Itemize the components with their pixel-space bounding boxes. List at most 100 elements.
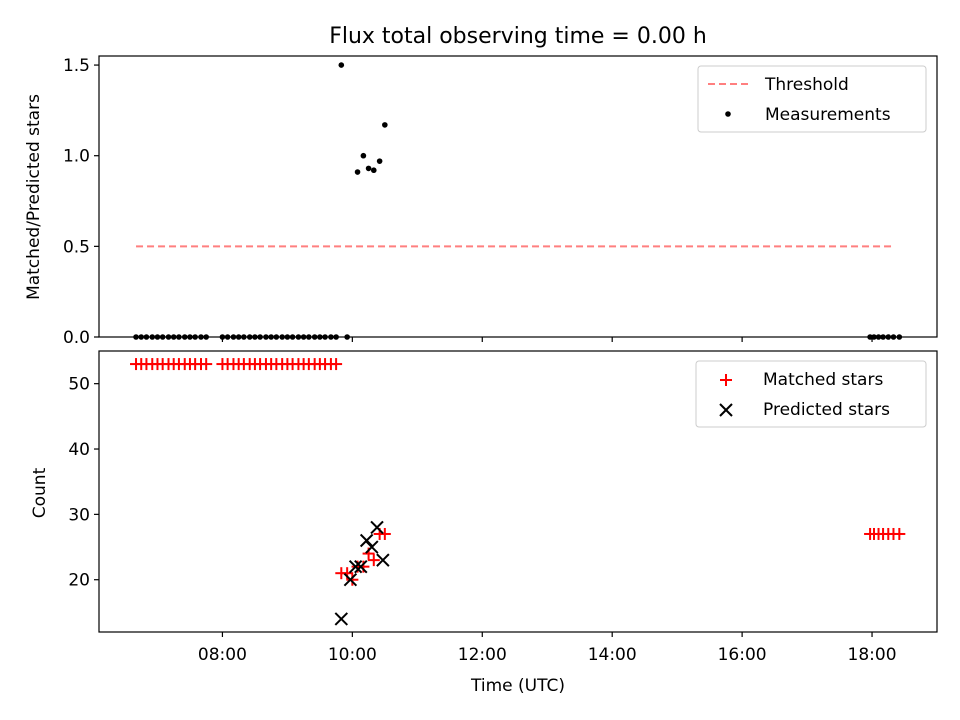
- bottom-x-tick-label: 16:00: [718, 645, 767, 665]
- measurement-point: [875, 334, 882, 340]
- measurement-point: [354, 169, 361, 175]
- matched-stars-legend-swatch: [720, 374, 732, 386]
- measurement-point: [333, 334, 339, 340]
- measurement-point: [159, 334, 166, 340]
- matched-star-point: [330, 358, 343, 371]
- matched-star-point: [346, 573, 359, 586]
- predicted-star-point: [365, 540, 379, 554]
- bottom-plot-frame: [98, 350, 938, 633]
- measurement-point: [133, 334, 139, 340]
- measurement-point: [382, 122, 388, 128]
- top-plot-frame: [98, 55, 938, 338]
- measurement-point: [890, 334, 897, 340]
- measurement-point: [252, 334, 258, 340]
- bottom-x-axis-label: Time (UTC): [470, 676, 565, 696]
- measurement-point: [300, 334, 307, 340]
- matched-star-point: [378, 527, 391, 540]
- bottom-y-axis-label: Count: [30, 467, 50, 518]
- threshold-legend-label: Threshold: [764, 75, 849, 95]
- measurement-point: [181, 334, 188, 340]
- measurement-point: [176, 334, 182, 340]
- measurement-point: [317, 334, 323, 340]
- bottom-x-tick-label: 12:00: [458, 645, 507, 665]
- count-points: [130, 358, 906, 626]
- measurement-point: [871, 334, 877, 340]
- matched-star-point: [893, 527, 906, 540]
- bottom-y-axis: 20 30 40 50: [68, 375, 99, 591]
- bottom-x-tick-label: 14:00: [588, 645, 637, 665]
- measurement-point: [224, 334, 231, 340]
- measurement-point: [365, 165, 372, 172]
- matched-stars-legend-label: Matched stars: [763, 370, 883, 390]
- bottom-x-axis: 08:00 10:00 12:00 14:00 16:00 18:00: [198, 632, 897, 665]
- measurement-point: [896, 334, 903, 340]
- predicted-star-point: [354, 559, 368, 574]
- measurement-point: [241, 334, 247, 340]
- measurement-point: [219, 334, 226, 340]
- measurement-point: [360, 152, 367, 159]
- bottom-legend: Matched stars Predicted stars: [695, 360, 927, 428]
- measurement-point: [306, 334, 312, 340]
- measurement-point: [289, 334, 296, 340]
- measurement-point: [192, 334, 198, 340]
- measurements-points: [133, 62, 903, 340]
- top-y-tick-label: 1.0: [63, 147, 90, 167]
- predicted-stars-legend-swatch: [719, 403, 733, 417]
- bottom-legend-box: [695, 360, 927, 428]
- bottom-y-tick-label: 40: [68, 440, 90, 460]
- measurement-point: [880, 334, 886, 340]
- measurement-point: [279, 334, 285, 340]
- top-subplot: 0.0 0.5 1.0 1.5 Matched/Predicted stars Thr…: [24, 55, 938, 348]
- predicted-star-point: [343, 573, 358, 587]
- measurement-point: [170, 334, 177, 340]
- bottom-x-tick-label: 08:00: [198, 645, 247, 665]
- top-legend: Threshold Measurements: [697, 65, 927, 133]
- bottom-y-tick-label: 50: [68, 375, 90, 395]
- measurement-point: [328, 334, 334, 340]
- measurement-point: [295, 334, 302, 340]
- figure-title: Flux total observing time = 0.00 h: [329, 24, 707, 49]
- measurement-point: [154, 334, 161, 340]
- predicted-star-point: [348, 559, 363, 574]
- top-y-axis-label: Matched/Predicted stars: [24, 94, 44, 300]
- measurements-legend-label: Measurements: [765, 105, 891, 125]
- measurement-point: [284, 334, 291, 340]
- measurement-point: [203, 334, 209, 340]
- measurement-point: [273, 334, 280, 340]
- top-y-tick-label: 0.0: [63, 328, 90, 348]
- predicted-star-point: [370, 520, 384, 535]
- measurement-point: [257, 334, 263, 340]
- measurement-point: [138, 334, 145, 340]
- measurement-point: [867, 334, 873, 340]
- measurement-point: [885, 334, 892, 340]
- measurement-point: [268, 334, 274, 340]
- matched-star-point: [367, 554, 380, 567]
- measurement-point: [322, 334, 328, 340]
- top-legend-box: [697, 65, 927, 133]
- bottom-y-tick-label: 20: [68, 571, 90, 591]
- top-y-tick-label: 0.5: [63, 237, 90, 257]
- measurement-point: [311, 334, 318, 340]
- measurement-point: [263, 334, 269, 340]
- top-y-axis: 0.0 0.5 1.0 1.5: [63, 56, 99, 348]
- measurement-point: [376, 158, 383, 164]
- bottom-y-tick-label: 30: [68, 505, 90, 525]
- measurement-point: [235, 334, 242, 340]
- measurement-point: [149, 334, 156, 340]
- measurement-point: [143, 334, 150, 340]
- top-y-tick-label: 1.5: [63, 56, 90, 76]
- predicted-star-point: [334, 612, 349, 626]
- measurement-point: [246, 334, 253, 340]
- predicted-star-point: [376, 553, 390, 567]
- measurement-point: [344, 334, 350, 340]
- measurement-point: [187, 334, 193, 340]
- bottom-x-tick-label: 10:00: [328, 645, 377, 665]
- measurements-legend-swatch: [725, 111, 731, 117]
- measurement-point: [338, 62, 345, 68]
- matched-star-point: [200, 358, 213, 371]
- predicted-stars-legend-label: Predicted stars: [763, 400, 890, 420]
- measurement-point: [198, 334, 204, 340]
- measurement-point: [370, 167, 377, 174]
